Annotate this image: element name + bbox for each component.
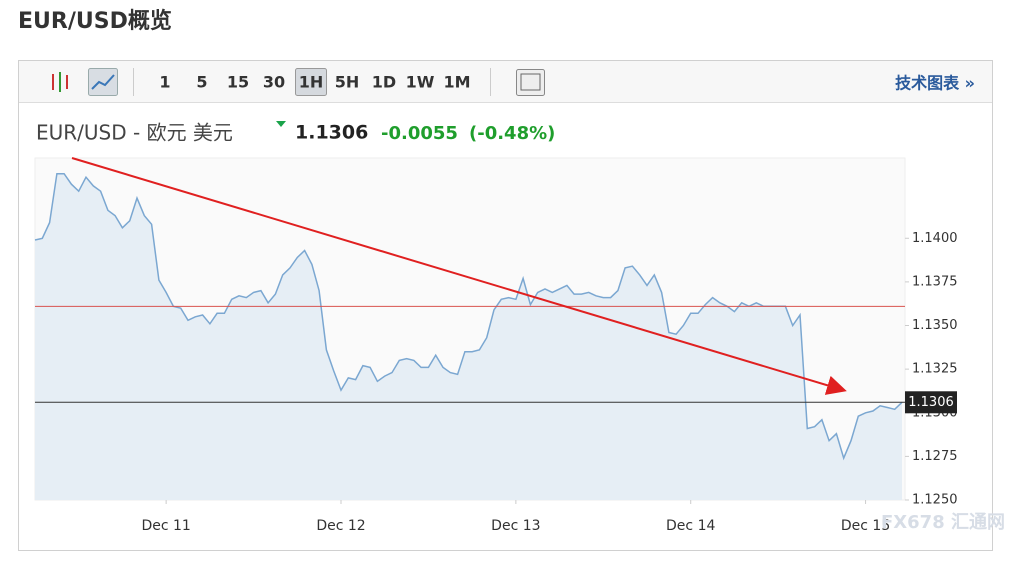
interval-button[interactable]: 1 — [159, 73, 170, 92]
x-tick-label: Dec 12 — [316, 518, 365, 534]
interval-button[interactable]: 1W — [406, 73, 435, 92]
x-tick-label: Dec 11 — [141, 518, 190, 534]
quote-change: -0.0055 — [381, 123, 458, 144]
trend-arrow — [71, 157, 847, 395]
table-icon-glyph — [520, 73, 541, 91]
line — [34, 172, 903, 461]
quote-change-pct: (-0.48%) — [469, 123, 555, 144]
quote-price: 1.1306 — [295, 122, 368, 144]
interval-button[interactable]: 15 — [227, 73, 249, 92]
y-tick-label: 1.1350 — [912, 318, 958, 333]
y-tick-label: 1.1325 — [912, 362, 958, 377]
interval-selected — [295, 68, 327, 96]
x-tick-label: Dec 13 — [491, 518, 540, 534]
interval-button[interactable]: 1H — [299, 73, 324, 92]
candle-icon[interactable] — [52, 72, 68, 92]
interval-button[interactable]: 30 — [263, 73, 285, 92]
line-icon-glyph — [91, 74, 115, 90]
area — [35, 173, 902, 500]
price-label: 1.1306 — [908, 395, 954, 410]
y-tick-label: 1.1400 — [912, 231, 958, 246]
price-label-bg — [905, 391, 957, 414]
page-title: EUR/USD概览 — [18, 8, 172, 34]
chart: 1.14001.13751.13501.13251.13001.12751.12… — [34, 157, 958, 534]
y-tick-label: 1.1375 — [912, 274, 958, 289]
y-tick-label: 1.1250 — [912, 493, 958, 508]
line-icon[interactable] — [88, 68, 118, 96]
table-icon[interactable] — [516, 69, 545, 96]
down-indicator — [276, 121, 286, 127]
x-tick-label: Dec 14 — [666, 518, 715, 534]
interval-button[interactable]: 1M — [443, 73, 470, 92]
watermark: FX678 汇通网 — [881, 512, 1005, 533]
toolbar — [19, 61, 992, 102]
quote-name: EUR/USD - 欧元 美元 — [36, 121, 233, 145]
x-tick-label: Dec 15 — [841, 518, 890, 534]
interval-button[interactable]: 5 — [196, 73, 207, 92]
tech-chart-link[interactable]: 技术图表 » — [895, 74, 975, 93]
interval-button[interactable]: 1D — [372, 73, 396, 92]
y-tick-label: 1.1275 — [912, 449, 958, 464]
interval-button[interactable]: 5H — [335, 73, 360, 92]
